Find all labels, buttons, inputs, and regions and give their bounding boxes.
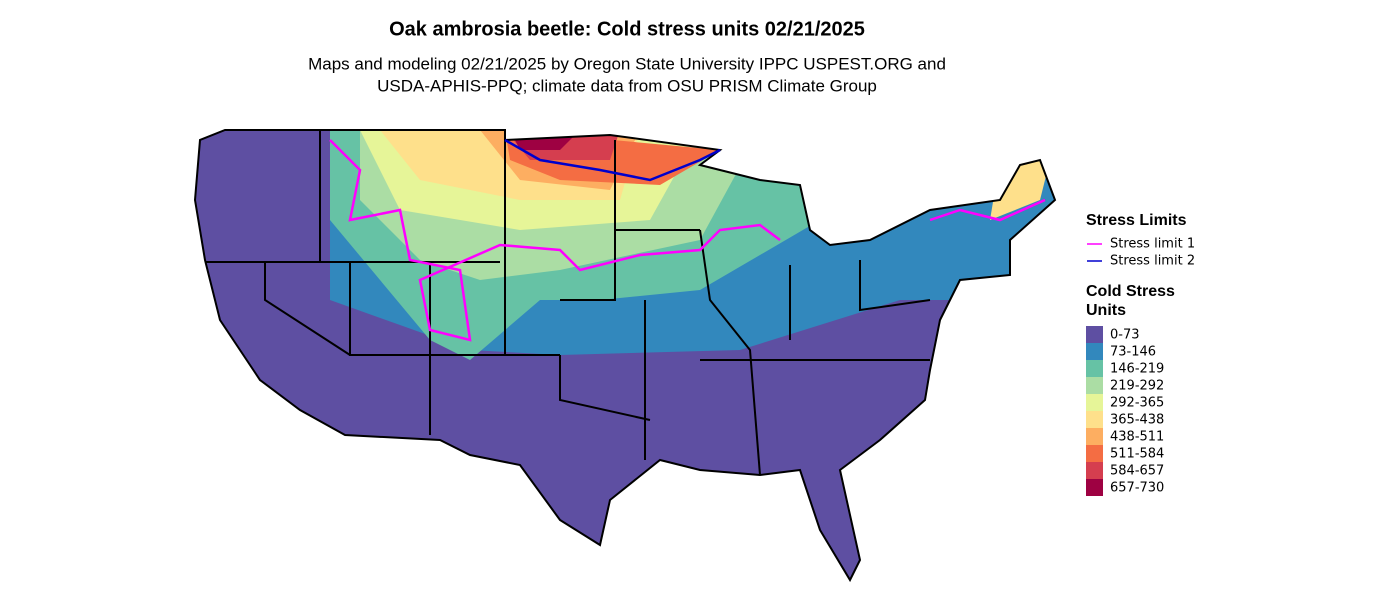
- legend-swatch: [1086, 394, 1103, 411]
- legend-title: Stress Limits: [1086, 212, 1187, 229]
- legend-swatch: [1086, 360, 1103, 377]
- legend-swatch: [1086, 377, 1103, 394]
- stress-limit-1: [329, 139, 1046, 342]
- subtitle: USDA-APHIS-PPQ; climate data from OSU PR…: [377, 76, 877, 95]
- legend-label: 0-73: [1110, 328, 1140, 343]
- legend-swatch: [1086, 479, 1103, 496]
- legend: Stress Limits Cold Stress Units Stress l…: [1086, 212, 1195, 496]
- legend-title: Cold Stress: [1086, 283, 1175, 300]
- title: Oak ambrosia beetle: Cold stress units 0…: [389, 18, 865, 40]
- legend-swatch: [1086, 428, 1103, 445]
- legend-label: 657-730: [1110, 481, 1164, 496]
- legend-label: 365-438: [1110, 413, 1164, 428]
- legend-swatch: [1086, 326, 1103, 343]
- legend-label: Stress limit 2: [1110, 254, 1195, 269]
- state-borders: [194, 129, 1056, 581]
- legend-label: 511-584: [1110, 447, 1164, 462]
- legend-label: 584-657: [1110, 464, 1164, 479]
- legend-label: 146-219: [1110, 362, 1164, 377]
- legend-label: 73-146: [1110, 345, 1156, 360]
- legend-swatch: [1086, 411, 1103, 428]
- subtitle: Maps and modeling 02/21/2025 by Oregon S…: [308, 54, 946, 73]
- legend-label: 438-511: [1110, 430, 1164, 445]
- legend-swatch: [1086, 445, 1103, 462]
- legend-label: 292-365: [1110, 396, 1164, 411]
- legend-swatch: [1086, 343, 1103, 360]
- legend-title: Units: [1086, 302, 1126, 319]
- stress-limit-2: [504, 138, 721, 182]
- legend-swatch: [1086, 462, 1103, 479]
- legend-label: Stress limit 1: [1110, 237, 1195, 252]
- legend-label: 219-292: [1110, 379, 1164, 394]
